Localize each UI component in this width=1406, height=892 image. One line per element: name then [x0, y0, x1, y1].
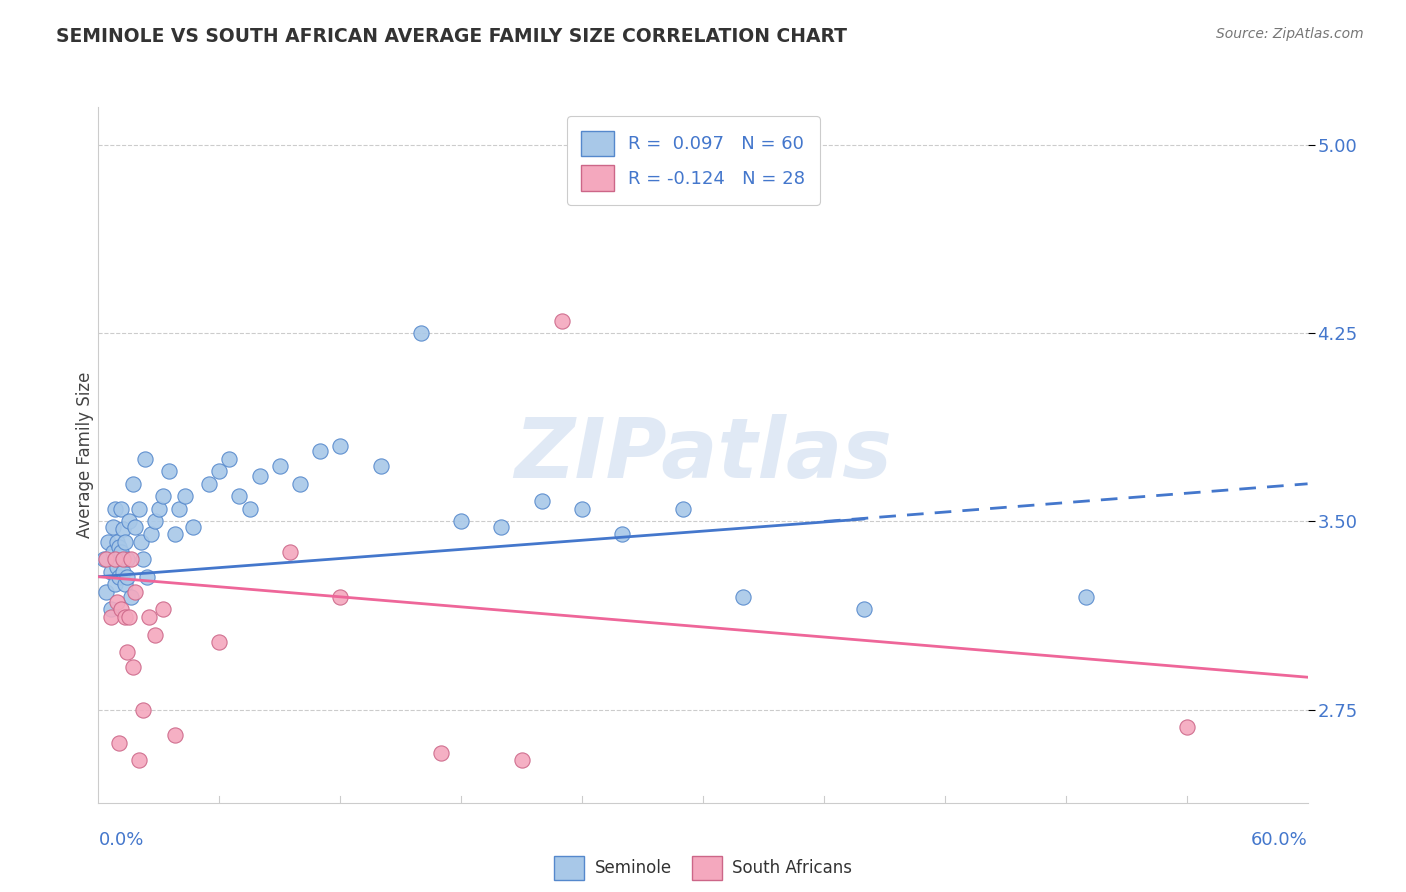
Point	[148, 502, 170, 516]
Point	[157, 464, 180, 478]
Point	[110, 602, 132, 616]
Point	[181, 519, 204, 533]
Point	[167, 502, 190, 516]
Point	[329, 439, 352, 453]
Point	[228, 489, 250, 503]
Point	[115, 552, 138, 566]
Point	[93, 552, 115, 566]
Point	[118, 515, 141, 529]
Point	[1175, 721, 1198, 735]
Point	[128, 753, 150, 767]
Point	[612, 527, 634, 541]
Point	[409, 326, 432, 340]
Legend: Seminole, South Africans: Seminole, South Africans	[548, 849, 858, 887]
Point	[551, 313, 574, 327]
Point	[103, 502, 125, 516]
Point	[111, 552, 134, 566]
Point	[107, 570, 129, 584]
Point	[135, 570, 157, 584]
Point	[491, 519, 513, 533]
Point	[101, 544, 124, 558]
Point	[218, 451, 240, 466]
Text: 60.0%: 60.0%	[1251, 830, 1308, 848]
Point	[430, 746, 453, 760]
Point	[450, 515, 472, 529]
Point	[101, 519, 124, 533]
Point	[853, 602, 876, 616]
Point	[163, 728, 186, 742]
Point	[115, 645, 138, 659]
Point	[121, 476, 143, 491]
Point	[163, 527, 186, 541]
Point	[143, 627, 166, 641]
Point	[288, 476, 311, 491]
Point	[129, 534, 152, 549]
Point	[100, 610, 122, 624]
Point	[711, 811, 734, 825]
Point	[143, 515, 166, 529]
Point	[114, 534, 136, 549]
Point	[1074, 590, 1097, 604]
Point	[114, 577, 136, 591]
Point	[208, 635, 231, 649]
Point	[132, 703, 155, 717]
Point	[139, 527, 162, 541]
Point	[672, 502, 695, 516]
Point	[239, 502, 262, 516]
Point	[111, 522, 134, 536]
Point	[174, 489, 197, 503]
Point	[198, 476, 221, 491]
Point	[115, 570, 138, 584]
Point	[269, 459, 291, 474]
Text: SEMINOLE VS SOUTH AFRICAN AVERAGE FAMILY SIZE CORRELATION CHART: SEMINOLE VS SOUTH AFRICAN AVERAGE FAMILY…	[56, 27, 848, 45]
Point	[370, 459, 392, 474]
Point	[208, 464, 231, 478]
Point	[249, 469, 271, 483]
Text: ZIPatlas: ZIPatlas	[515, 415, 891, 495]
Point	[134, 451, 156, 466]
Point	[132, 552, 155, 566]
Point	[120, 552, 142, 566]
Text: 0.0%: 0.0%	[98, 830, 143, 848]
Point	[121, 660, 143, 674]
Point	[152, 602, 174, 616]
Point	[100, 565, 122, 579]
Point	[96, 584, 118, 599]
Point	[128, 502, 150, 516]
Point	[111, 565, 134, 579]
Point	[124, 584, 146, 599]
Point	[110, 544, 132, 558]
Point	[124, 519, 146, 533]
Point	[138, 610, 160, 624]
Point	[103, 577, 125, 591]
Point	[510, 753, 533, 767]
Y-axis label: Average Family Size: Average Family Size	[76, 372, 94, 538]
Point	[96, 552, 118, 566]
Point	[278, 544, 301, 558]
Point	[100, 602, 122, 616]
Point	[97, 534, 120, 549]
Point	[571, 502, 593, 516]
Point	[105, 559, 128, 574]
Point	[651, 866, 673, 880]
Point	[107, 735, 129, 749]
Point	[309, 444, 332, 458]
Point	[110, 502, 132, 516]
Point	[107, 540, 129, 554]
Point	[105, 534, 128, 549]
Point	[105, 595, 128, 609]
Point	[118, 610, 141, 624]
Text: Source: ZipAtlas.com: Source: ZipAtlas.com	[1216, 27, 1364, 41]
Point	[733, 590, 755, 604]
Point	[120, 590, 142, 604]
Point	[103, 552, 125, 566]
Point	[152, 489, 174, 503]
Point	[530, 494, 553, 508]
Point	[114, 610, 136, 624]
Point	[329, 590, 352, 604]
